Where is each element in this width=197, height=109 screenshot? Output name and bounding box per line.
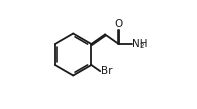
Text: NH: NH (133, 39, 148, 49)
Text: 2: 2 (139, 43, 144, 49)
Text: O: O (115, 19, 123, 29)
Text: Br: Br (101, 66, 112, 76)
